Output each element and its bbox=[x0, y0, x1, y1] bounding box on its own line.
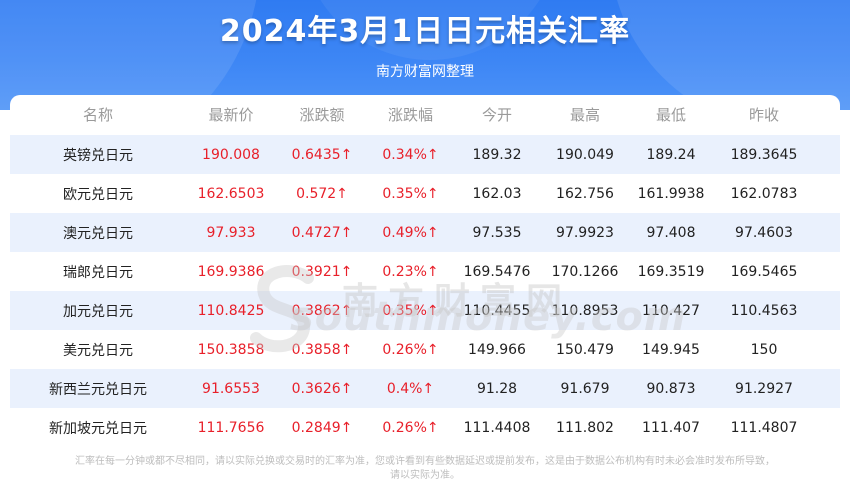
currency-pair-name: 新西兰元兑日元 bbox=[49, 381, 147, 398]
change-percent: 0.35%↑ bbox=[382, 302, 439, 319]
title-banner bbox=[0, 0, 850, 110]
low-price: 97.408 bbox=[646, 224, 696, 241]
table-row: 英镑兑日元 190.008 0.6435↑ 0.34%↑ 189.32 190.… bbox=[10, 135, 840, 174]
open-price: 162.03 bbox=[472, 185, 522, 202]
column-header-latest: 最新价 bbox=[208, 105, 254, 124]
change-percent: 0.49%↑ bbox=[382, 224, 439, 241]
open-price: 110.4455 bbox=[463, 302, 531, 319]
latest-price: 97.933 bbox=[206, 224, 256, 241]
open-price: 169.5476 bbox=[463, 263, 531, 280]
change-percent: 0.26%↑ bbox=[382, 419, 439, 436]
disclaimer-line: 汇率在每一分钟或都不尽相同，请以实际兑换或交易时的汇率为准，您或许看到有些数据延… bbox=[75, 456, 775, 467]
latest-price: 91.6553 bbox=[202, 380, 260, 397]
latest-price: 162.6503 bbox=[197, 185, 265, 202]
change-percent: 0.26%↑ bbox=[382, 341, 439, 358]
column-header-high: 最高 bbox=[569, 105, 600, 124]
table-row: 美元兑日元 150.3858 0.3858↑ 0.26%↑ 149.966 15… bbox=[10, 330, 840, 369]
prev-close: 110.4563 bbox=[730, 302, 798, 319]
open-price: 149.966 bbox=[468, 341, 526, 358]
change-amount: 0.3626↑ bbox=[291, 380, 353, 397]
currency-pair-name: 美元兑日元 bbox=[63, 342, 133, 359]
page-title: 2024年3月1日日元相关汇率 bbox=[219, 14, 631, 49]
low-price: 149.945 bbox=[642, 341, 700, 358]
prev-close: 97.4603 bbox=[735, 224, 793, 241]
table-header: 名称 最新价 涨跌额 涨跌幅 今开 最高 最低 昨收 bbox=[10, 95, 840, 133]
change-amount: 0.572↑ bbox=[296, 185, 348, 202]
low-price: 189.24 bbox=[646, 146, 696, 163]
low-price: 111.407 bbox=[642, 419, 700, 436]
change-amount: 0.4727↑ bbox=[291, 224, 353, 241]
column-header-name: 名称 bbox=[82, 105, 113, 124]
table-row: 新加坡元兑日元 111.7656 0.2849↑ 0.26%↑ 111.4408… bbox=[10, 408, 840, 447]
table-row: 瑞郎兑日元 169.9386 0.3921↑ 0.23%↑ 169.5476 1… bbox=[10, 252, 840, 291]
high-price: 162.756 bbox=[556, 185, 614, 202]
change-amount: 0.2849↑ bbox=[291, 419, 353, 436]
prev-close: 150 bbox=[750, 341, 778, 358]
disclaimer: 汇率在每一分钟或都不尽相同，请以实际兑换或交易时的汇率为准，您或许看到有些数据延… bbox=[0, 455, 850, 495]
latest-price: 111.7656 bbox=[197, 419, 265, 436]
high-price: 170.1266 bbox=[551, 263, 619, 280]
currency-pair-name: 英镑兑日元 bbox=[63, 147, 133, 164]
change-amount: 0.3862↑ bbox=[291, 302, 353, 319]
latest-price: 150.3858 bbox=[197, 341, 265, 358]
prev-close: 91.2927 bbox=[735, 380, 793, 397]
disclaimer-line: 请以实际为准。 bbox=[390, 470, 460, 481]
table-row: 新西兰元兑日元 91.6553 0.3626↑ 0.4%↑ 91.28 91.6… bbox=[10, 369, 840, 408]
prev-close: 162.0783 bbox=[730, 185, 798, 202]
change-percent: 0.35%↑ bbox=[382, 185, 439, 202]
column-header-pct: 涨跌幅 bbox=[387, 105, 433, 124]
open-price: 111.4408 bbox=[463, 419, 531, 436]
currency-pair-name: 新加坡元兑日元 bbox=[49, 420, 147, 437]
open-price: 91.28 bbox=[476, 380, 518, 397]
table-row: 加元兑日元 110.8425 0.3862↑ 0.35%↑ 110.4455 1… bbox=[10, 291, 840, 330]
column-header-open: 今开 bbox=[481, 105, 512, 124]
page-subtitle: 南方财富网整理 bbox=[376, 64, 474, 80]
low-price: 90.873 bbox=[646, 380, 696, 397]
currency-pair-name: 欧元兑日元 bbox=[63, 186, 133, 203]
change-percent: 0.23%↑ bbox=[382, 263, 439, 280]
prev-close: 111.4807 bbox=[730, 419, 798, 436]
latest-price: 190.008 bbox=[202, 146, 260, 163]
open-price: 97.535 bbox=[472, 224, 522, 241]
currency-pair-name: 加元兑日元 bbox=[63, 303, 133, 320]
change-amount: 0.6435↑ bbox=[291, 146, 353, 163]
currency-pair-name: 澳元兑日元 bbox=[63, 225, 133, 242]
currency-pair-name: 瑞郎兑日元 bbox=[63, 264, 133, 281]
low-price: 169.3519 bbox=[637, 263, 705, 280]
table-row: 澳元兑日元 97.933 0.4727↑ 0.49%↑ 97.535 97.99… bbox=[10, 213, 840, 252]
latest-price: 110.8425 bbox=[197, 302, 265, 319]
high-price: 190.049 bbox=[556, 146, 614, 163]
change-percent: 0.34%↑ bbox=[382, 146, 439, 163]
high-price: 111.802 bbox=[556, 419, 614, 436]
prev-close: 189.3645 bbox=[730, 146, 798, 163]
low-price: 110.427 bbox=[642, 302, 700, 319]
change-amount: 0.3921↑ bbox=[291, 263, 353, 280]
prev-close: 169.5465 bbox=[730, 263, 798, 280]
table-row: 欧元兑日元 162.6503 0.572↑ 0.35%↑ 162.03 162.… bbox=[10, 174, 840, 213]
change-percent: 0.4%↑ bbox=[386, 380, 435, 397]
latest-price: 169.9386 bbox=[197, 263, 265, 280]
low-price: 161.9938 bbox=[637, 185, 705, 202]
high-price: 97.9923 bbox=[556, 224, 614, 241]
high-price: 110.8953 bbox=[551, 302, 619, 319]
change-amount: 0.3858↑ bbox=[291, 341, 353, 358]
high-price: 150.479 bbox=[556, 341, 614, 358]
column-header-prev: 昨收 bbox=[748, 105, 779, 124]
open-price: 189.32 bbox=[472, 146, 522, 163]
rate-table: 名称 最新价 涨跌额 涨跌幅 今开 最高 最低 昨收 英镑兑日元 190.008… bbox=[10, 95, 840, 448]
column-header-change: 涨跌额 bbox=[299, 105, 345, 124]
high-price: 91.679 bbox=[560, 380, 610, 397]
column-header-low: 最低 bbox=[655, 105, 686, 124]
